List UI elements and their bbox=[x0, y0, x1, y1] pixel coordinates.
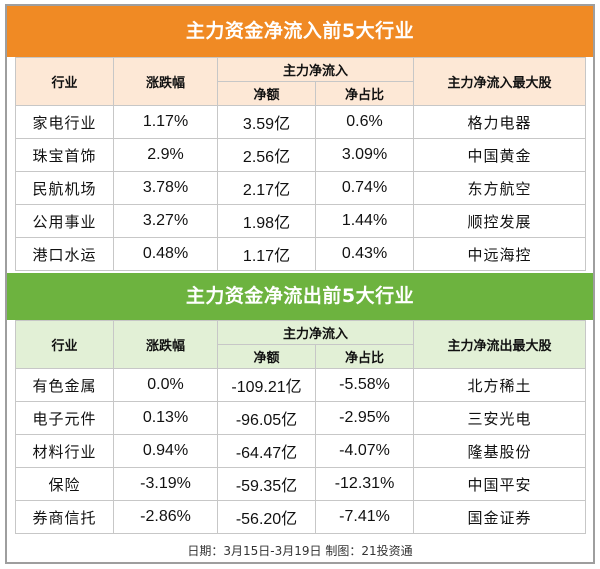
header-change: 涨跌幅 bbox=[113, 320, 218, 369]
cell-change: 3.78% bbox=[113, 171, 218, 205]
cell-change: -2.86% bbox=[113, 500, 218, 534]
cell-net-ratio: -5.58% bbox=[314, 368, 415, 402]
cell-change: 3.27% bbox=[113, 204, 218, 238]
cell-net-ratio: 0.74% bbox=[314, 171, 415, 205]
cell-industry: 保险 bbox=[15, 467, 114, 501]
outflow-title: 主力资金净流出前5大行业 bbox=[7, 273, 593, 320]
table-row: 保险 -3.19% -59.35亿 -12.31% 中国平安 bbox=[15, 467, 587, 501]
header-top-stock: 主力净流出最大股 bbox=[413, 320, 587, 369]
cell-industry: 珠宝首饰 bbox=[15, 138, 114, 172]
cell-net-ratio: -2.95% bbox=[314, 401, 415, 435]
cell-top-stock: 顺控发展 bbox=[413, 204, 587, 238]
cell-top-stock: 隆基股份 bbox=[413, 434, 587, 468]
footer-caption: 日期：3月15日-3月19日 制图：21投资通 bbox=[187, 544, 413, 558]
table-row: 公用事业 3.27% 1.98亿 1.44% 顺控发展 bbox=[15, 204, 587, 238]
table-row: 珠宝首饰 2.9% 2.56亿 3.09% 中国黄金 bbox=[15, 138, 587, 172]
cell-net-ratio: 1.44% bbox=[314, 204, 415, 238]
header-main-net: 主力净流入 bbox=[216, 320, 415, 345]
cell-change: 1.17% bbox=[113, 105, 218, 139]
cell-top-stock: 中国黄金 bbox=[413, 138, 587, 172]
header-net-amount: 净额 bbox=[217, 81, 316, 106]
cell-net-amount: 1.17亿 bbox=[217, 237, 316, 271]
cell-net-amount: 3.59亿 bbox=[217, 105, 316, 139]
cell-change: 0.48% bbox=[113, 237, 218, 271]
cell-net-ratio: -4.07% bbox=[314, 434, 415, 468]
cell-industry: 港口水运 bbox=[15, 237, 114, 271]
cell-top-stock: 北方稀土 bbox=[413, 368, 587, 402]
infographic-frame: 主力资金净流入前5大行业 行业 涨跌幅 主力净流入 主力净流入最大股 净额 净占… bbox=[5, 4, 595, 564]
header-main-net: 主力净流入 bbox=[216, 57, 415, 82]
cell-top-stock: 中远海控 bbox=[413, 237, 587, 271]
cell-top-stock: 中国平安 bbox=[413, 467, 587, 501]
cell-change: 0.0% bbox=[113, 368, 218, 402]
cell-top-stock: 三安光电 bbox=[413, 401, 587, 435]
cell-industry: 有色金属 bbox=[15, 368, 114, 402]
header-industry: 行业 bbox=[15, 320, 114, 369]
header-net-amount: 净额 bbox=[217, 344, 316, 369]
table-row: 有色金属 0.0% -109.21亿 -5.58% 北方稀土 bbox=[15, 368, 587, 402]
cell-net-ratio: 0.43% bbox=[314, 237, 415, 271]
table-row: 材料行业 0.94% -64.47亿 -4.07% 隆基股份 bbox=[15, 434, 587, 468]
cell-change: 2.9% bbox=[113, 138, 218, 172]
cell-change: 0.94% bbox=[113, 434, 218, 468]
cell-industry: 券商信托 bbox=[15, 500, 114, 534]
table-row: 券商信托 -2.86% -56.20亿 -7.41% 国金证券 bbox=[15, 500, 587, 534]
cell-top-stock: 东方航空 bbox=[413, 171, 587, 205]
cell-top-stock: 格力电器 bbox=[413, 105, 587, 139]
cell-change: 0.13% bbox=[113, 401, 218, 435]
cell-net-amount: -56.20亿 bbox=[217, 500, 316, 534]
cell-industry: 材料行业 bbox=[15, 434, 114, 468]
header-net-ratio: 净占比 bbox=[314, 344, 415, 369]
table-row: 港口水运 0.48% 1.17亿 0.43% 中远海控 bbox=[15, 237, 587, 271]
cell-net-ratio: -12.31% bbox=[314, 467, 415, 501]
table-row: 家电行业 1.17% 3.59亿 0.6% 格力电器 bbox=[15, 105, 587, 139]
cell-net-ratio: -7.41% bbox=[314, 500, 415, 534]
header-change: 涨跌幅 bbox=[113, 57, 218, 106]
cell-net-amount: 2.56亿 bbox=[217, 138, 316, 172]
cell-industry: 公用事业 bbox=[15, 204, 114, 238]
header-top-stock: 主力净流入最大股 bbox=[413, 57, 587, 106]
cell-net-amount: -64.47亿 bbox=[217, 434, 316, 468]
cell-net-ratio: 0.6% bbox=[314, 105, 415, 139]
cell-industry: 家电行业 bbox=[15, 105, 114, 139]
inflow-title: 主力资金净流入前5大行业 bbox=[7, 6, 593, 57]
table-row: 民航机场 3.78% 2.17亿 0.74% 东方航空 bbox=[15, 171, 587, 205]
cell-net-ratio: 3.09% bbox=[314, 138, 415, 172]
cell-top-stock: 国金证券 bbox=[413, 500, 587, 534]
header-industry: 行业 bbox=[15, 57, 114, 106]
outflow-table: 行业 涨跌幅 主力净流入 主力净流出最大股 净额 净占比 有色金属 0.0% -10… bbox=[15, 320, 587, 534]
cell-net-amount: 1.98亿 bbox=[217, 204, 316, 238]
cell-net-amount: -96.05亿 bbox=[217, 401, 316, 435]
inflow-table: 行业 涨跌幅 主力净流入 主力净流入最大股 净额 净占比 家电行业 1.17% 3.… bbox=[15, 57, 587, 271]
cell-net-amount: 2.17亿 bbox=[217, 171, 316, 205]
cell-net-amount: -59.35亿 bbox=[217, 467, 316, 501]
cell-industry: 民航机场 bbox=[15, 171, 114, 205]
cell-industry: 电子元件 bbox=[15, 401, 114, 435]
table-row: 电子元件 0.13% -96.05亿 -2.95% 三安光电 bbox=[15, 401, 587, 435]
cell-change: -3.19% bbox=[113, 467, 218, 501]
cell-net-amount: -109.21亿 bbox=[217, 368, 316, 402]
header-net-ratio: 净占比 bbox=[314, 81, 415, 106]
